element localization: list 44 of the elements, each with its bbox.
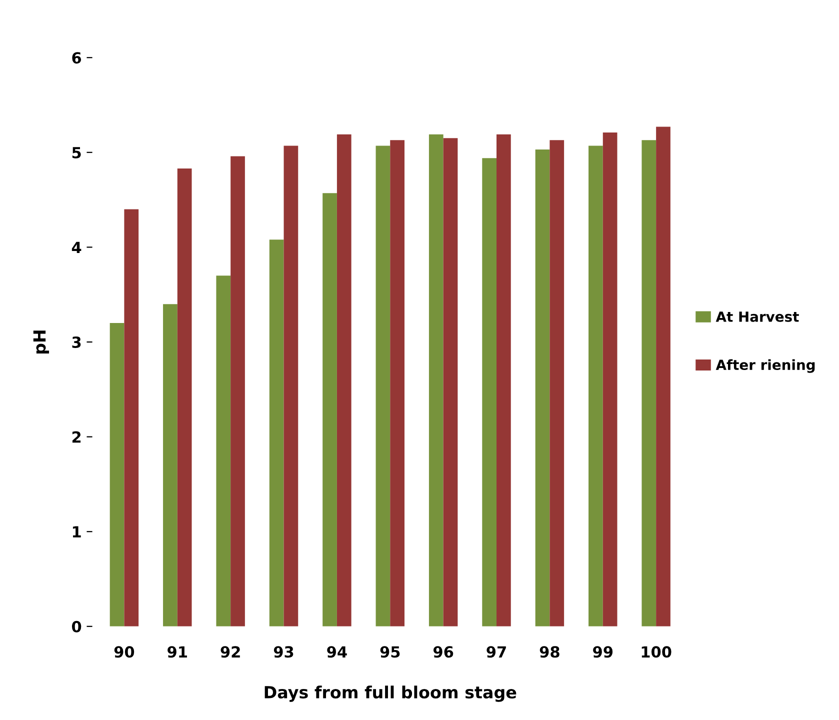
x-tick-label: 94 bbox=[327, 646, 347, 658]
x-tick-label: 90 bbox=[114, 646, 134, 658]
bar bbox=[482, 158, 497, 626]
bar bbox=[443, 138, 458, 626]
bar bbox=[376, 146, 390, 626]
bar bbox=[588, 146, 603, 626]
y-axis-title: pH bbox=[33, 330, 50, 354]
bar bbox=[535, 150, 550, 626]
bar bbox=[550, 140, 564, 626]
y-tick-label: 4 bbox=[72, 242, 82, 254]
x-tick-label: 92 bbox=[220, 646, 240, 658]
x-axis-title: Days from full bloom stage bbox=[264, 686, 516, 702]
bar bbox=[322, 193, 337, 626]
bar bbox=[124, 209, 139, 626]
bar bbox=[216, 276, 231, 626]
y-tick-label: 2 bbox=[72, 431, 81, 443]
bar bbox=[390, 140, 404, 626]
bar bbox=[163, 304, 178, 626]
bar bbox=[496, 134, 511, 626]
x-tick-label: 97 bbox=[486, 646, 506, 658]
legend-label: At Harvest bbox=[716, 312, 799, 322]
bar bbox=[642, 140, 656, 626]
bar bbox=[336, 134, 352, 626]
y-tick-label: 3 bbox=[72, 336, 81, 348]
bar bbox=[284, 146, 298, 626]
bar bbox=[656, 126, 670, 626]
bar bbox=[428, 134, 444, 626]
x-tick-label: 93 bbox=[274, 646, 294, 658]
x-tick-label: 100 bbox=[642, 646, 672, 658]
bar bbox=[177, 168, 192, 626]
x-tick-label: 98 bbox=[540, 646, 560, 658]
bar bbox=[602, 132, 618, 626]
x-tick-label: 99 bbox=[593, 646, 613, 658]
y-tick-label: 1 bbox=[72, 526, 81, 538]
bar bbox=[230, 156, 245, 626]
bar bbox=[269, 240, 284, 626]
legend-label: After riening bbox=[716, 359, 815, 373]
x-tick-label: 95 bbox=[380, 646, 400, 658]
y-tick-label: 6 bbox=[72, 52, 82, 64]
x-tick-label: 91 bbox=[168, 646, 187, 658]
bar bbox=[110, 323, 124, 626]
y-tick-label: 5 bbox=[72, 147, 81, 158]
y-tick-label: 0 bbox=[72, 620, 82, 632]
x-tick-label: 96 bbox=[433, 646, 454, 658]
